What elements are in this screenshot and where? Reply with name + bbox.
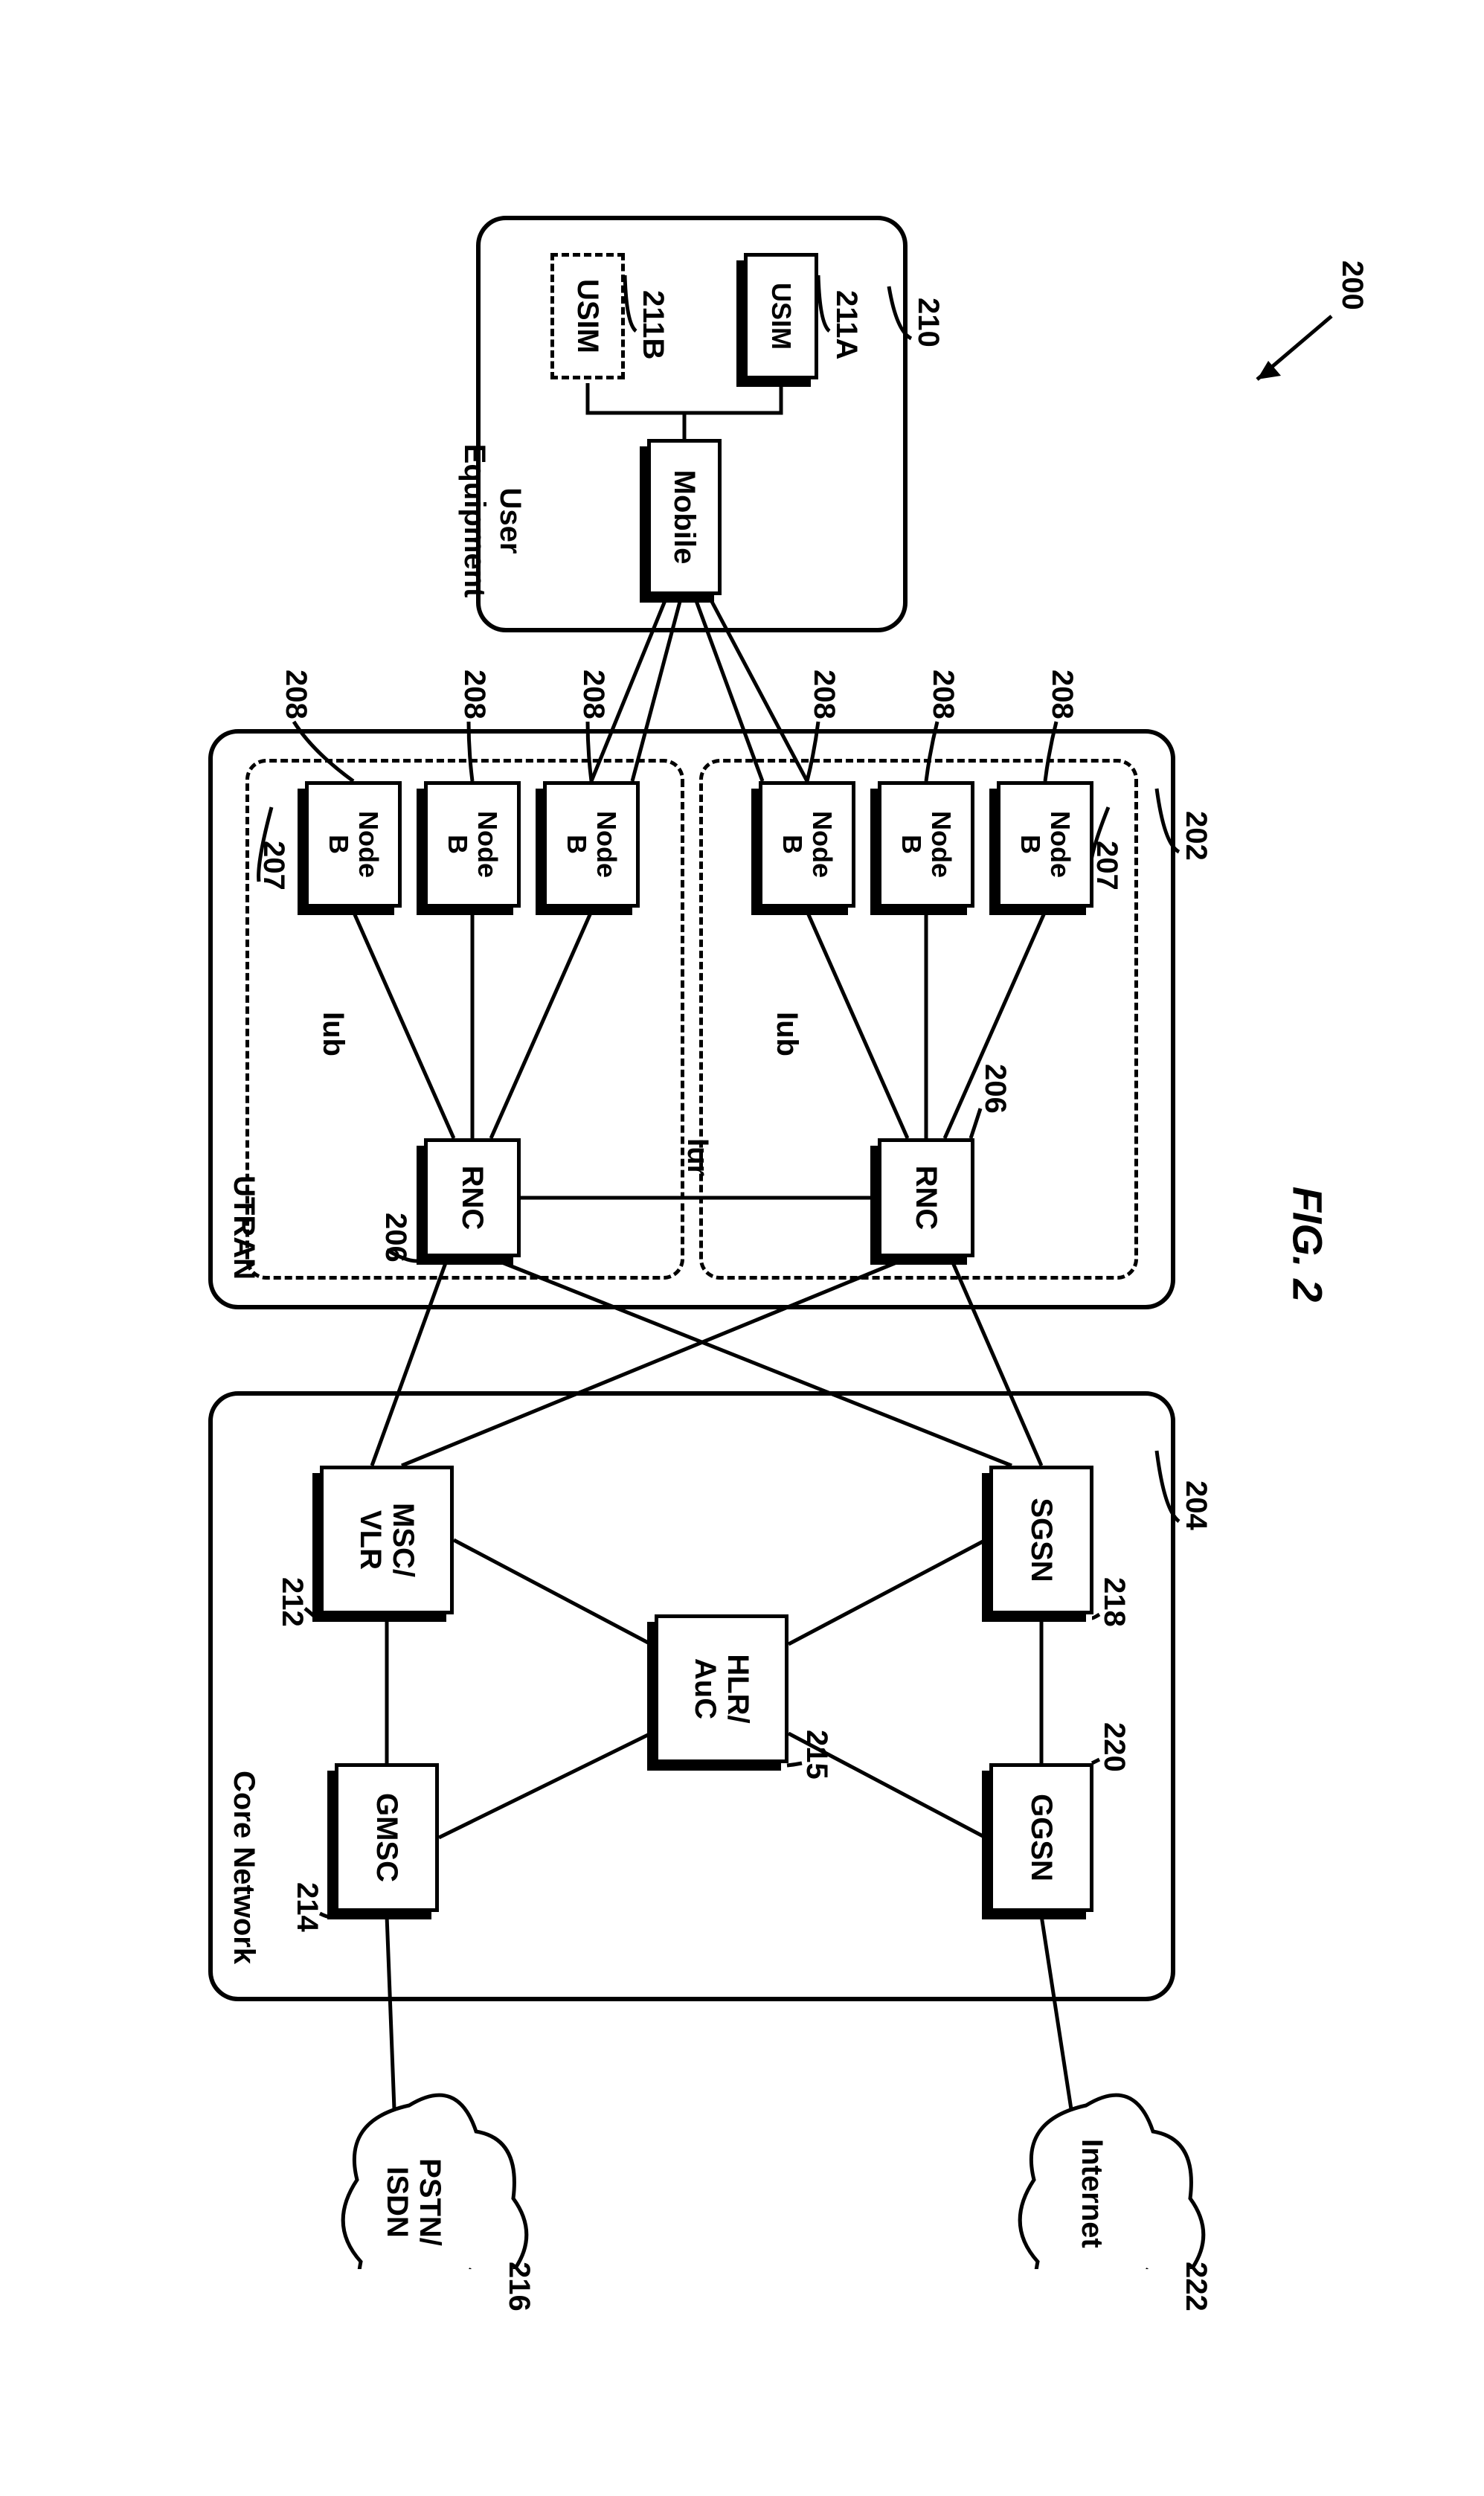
nodeb-b3-l1: Node [353,811,383,878]
gmsc-box: GMSC [335,1763,439,1912]
gmsc-label: GMSC [370,1793,403,1882]
ggsn-label: GGSN [1025,1794,1058,1881]
pstn-l1: PSTN/ [414,2158,446,2246]
nodeb-b1-l1: Node [591,811,621,878]
hlr-box: HLR/ AuC [655,1614,788,1763]
mobile-label: Mobile [668,470,701,565]
rnc-bot-ref: 206 [379,1213,412,1263]
mscvlr-box: MSC/ VLR [320,1466,454,1614]
hlr-ref: 215 [800,1730,833,1780]
msc-l1: MSC/ [387,1503,420,1577]
rnc-top-ref: 206 [978,1064,1012,1114]
usim-a-label: USIM [766,283,796,350]
rnc-top-box: RNC [878,1138,974,1257]
gmsc-ref: 214 [290,1882,324,1932]
nodeb-b1: NodeB [543,781,640,908]
iub-top: Iub [770,1012,803,1056]
internet-label: Internet [1075,2139,1108,2248]
nodeb-t1-l2: B [1015,835,1045,854]
utran-ref: 202 [1179,811,1212,861]
usim-b-ref: 211B [636,290,669,359]
iub-bot: Iub [316,1012,350,1056]
ggsn-box: GGSN [989,1763,1093,1912]
nodeb-b1-l2: B [562,835,591,854]
pstn-label: PSTN/ ISDN [381,2143,446,2262]
figure-canvas: FIG. 2 200 User Equipment 210 USIM 211A … [0,0,1484,2496]
rnc-bot-box: RNC [424,1138,521,1257]
nodeb-t1-l1: Node [1045,811,1075,878]
diagram-rotated-layer: 200 User Equipment 210 USIM 211A USIM 21… [74,186,1413,2269]
sgsn-box: SGSN [989,1466,1093,1614]
rns-top-ref: 207 [1090,841,1123,891]
nodeb-b2: NodeB [424,781,521,908]
usim-b-box: USIM [550,253,625,379]
nodeb-t3-l1: Node [807,811,837,878]
msc-l2: VLR [354,1510,387,1570]
nodeb-b3: NodeB [305,781,402,908]
pstn-l2: ISDN [381,2166,414,2238]
sgsn-label: SGSN [1025,1498,1058,1582]
nb-ref-5: 208 [457,670,491,719]
nb-ref-4: 208 [576,670,610,719]
nodeb-t2-l1: Node [926,811,956,878]
user-equipment-label: User Equipment [457,439,528,603]
rnc-bot-label: RNC [456,1166,489,1231]
mobile-box: Mobile [647,439,722,595]
nb-ref-2: 208 [926,670,960,719]
nb-ref-3: 208 [807,670,841,719]
rnc-top-label: RNC [910,1166,942,1231]
mscvlr-ref: 212 [275,1577,309,1627]
internet-ref: 222 [1179,2262,1212,2311]
usim-a-box: USIM [744,253,818,379]
nodeb-b3-l2: B [324,835,353,854]
figure-ref-200: 200 [1335,260,1369,310]
nb-ref-6: 208 [279,670,312,719]
nodeb-t3-l2: B [777,835,807,854]
nodeb-t2: NodeB [878,781,974,908]
core-ref: 204 [1179,1480,1212,1530]
nodeb-t1: NodeB [997,781,1093,908]
core-label: Core Network [227,1771,260,1964]
ue-ref: 210 [911,298,945,347]
usim-b-label: USIM [571,279,605,353]
rns-bot-ref: 207 [257,841,290,891]
ggsn-ref: 220 [1097,1722,1131,1772]
pstn-ref: 216 [502,2262,536,2311]
nodeb-t3: NodeB [759,781,855,908]
hlr-l1: HLR/ [722,1654,754,1723]
nodeb-t2-l2: B [896,835,926,854]
usim-a-ref: 211A [829,290,863,359]
nodeb-b2-l2: B [443,835,472,854]
nodeb-b2-l1: Node [472,811,502,878]
iur-label: Iur [681,1138,714,1176]
nb-ref-1: 208 [1045,670,1079,719]
hlr-l2: AuC [689,1658,722,1719]
sgsn-ref: 218 [1097,1577,1131,1627]
